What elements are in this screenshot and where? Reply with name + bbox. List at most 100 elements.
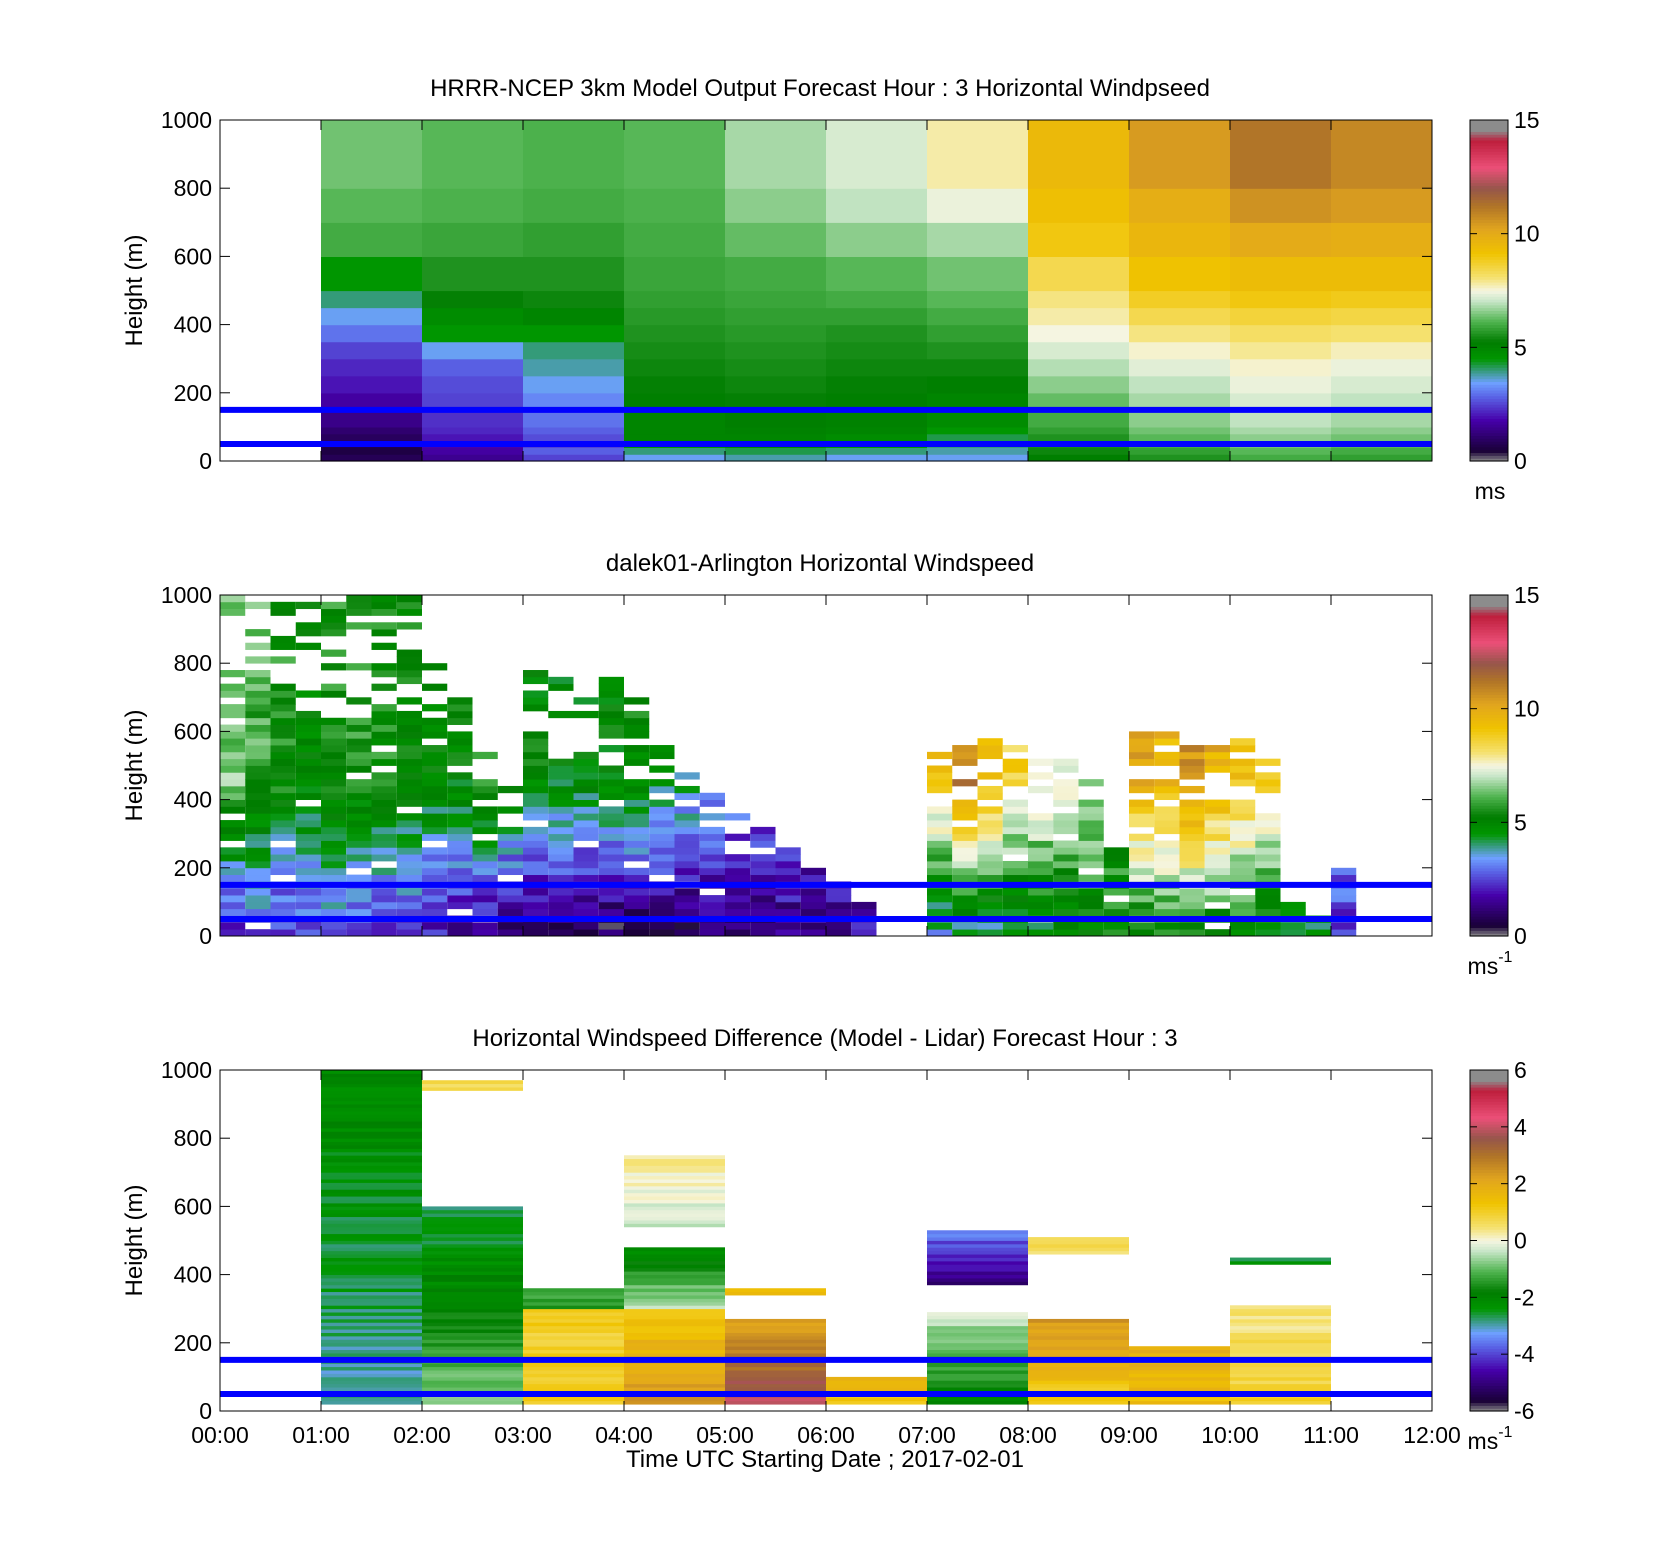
colorbar-tick-label: 5 bbox=[1514, 334, 1527, 360]
heatmap-cell bbox=[674, 874, 700, 882]
heatmap-cell bbox=[927, 929, 953, 937]
colorbar-swatch bbox=[1470, 1072, 1508, 1077]
colorbar-swatch bbox=[1470, 850, 1508, 855]
heatmap-cell bbox=[725, 222, 826, 257]
colorbar-swatch bbox=[1470, 825, 1508, 829]
heatmap-cell bbox=[851, 908, 877, 916]
colorbar-swatch bbox=[1470, 756, 1508, 761]
heatmap-cell bbox=[674, 908, 700, 916]
heatmap-cell bbox=[1103, 854, 1129, 862]
heatmap-cell bbox=[1230, 447, 1331, 455]
heatmap-cell bbox=[725, 929, 751, 937]
heatmap-cell bbox=[1129, 908, 1155, 916]
heatmap-cell bbox=[321, 1216, 422, 1221]
heatmap-cell bbox=[1204, 758, 1230, 766]
heatmap-cell bbox=[422, 290, 523, 309]
heatmap-cell bbox=[396, 751, 422, 760]
heatmap-cell bbox=[977, 847, 1003, 855]
heatmap-cell bbox=[321, 1121, 422, 1125]
colorbar-swatch bbox=[1470, 270, 1508, 275]
heatmap-cell bbox=[245, 799, 271, 807]
colorbar-swatch bbox=[1470, 247, 1508, 252]
heatmap-cell bbox=[1154, 895, 1180, 903]
heatmap-cell bbox=[952, 895, 978, 903]
heatmap-cell bbox=[1331, 426, 1432, 435]
heatmap-cell bbox=[1129, 799, 1155, 807]
heatmap-cell bbox=[422, 433, 523, 442]
heatmap-cell bbox=[422, 1308, 523, 1313]
heatmap-cell bbox=[624, 792, 650, 800]
heatmap-cell bbox=[624, 785, 650, 794]
heatmap-cell bbox=[725, 1339, 826, 1344]
heatmap-cell bbox=[1129, 324, 1230, 343]
heatmap-cell bbox=[750, 895, 776, 903]
colorbar-swatch bbox=[1470, 148, 1508, 152]
heatmap-cell bbox=[1230, 1376, 1331, 1381]
colorbar-swatch bbox=[1470, 1408, 1508, 1412]
heatmap-cell bbox=[624, 358, 725, 377]
heatmap-cell bbox=[548, 826, 574, 835]
heatmap-cell bbox=[1028, 1339, 1129, 1344]
heatmap-cell bbox=[1028, 426, 1129, 435]
heatmap-cell bbox=[371, 840, 397, 848]
heatmap-cell bbox=[624, 1274, 725, 1279]
heatmap-cell bbox=[977, 833, 1003, 841]
colorbar-swatch bbox=[1470, 668, 1508, 673]
colorbar-swatch bbox=[1470, 1098, 1508, 1102]
heatmap-cell bbox=[321, 290, 422, 309]
colorbar-swatch bbox=[1470, 799, 1508, 804]
heatmap-cell bbox=[1053, 874, 1079, 882]
heatmap-cell bbox=[270, 929, 296, 937]
heatmap-cell bbox=[1028, 120, 1129, 189]
heatmap-cell bbox=[927, 860, 953, 869]
heatmap-cell bbox=[1204, 806, 1230, 814]
colorbar-swatch bbox=[1470, 1243, 1508, 1247]
heatmap-cell bbox=[295, 840, 321, 848]
heatmap-cell bbox=[927, 1400, 1028, 1405]
y-tick-label: 1000 bbox=[161, 107, 212, 133]
heatmap-cell bbox=[396, 840, 422, 848]
heatmap-cell bbox=[927, 1383, 1028, 1388]
heatmap-cell bbox=[952, 758, 978, 766]
colorbar-swatch bbox=[1470, 1177, 1508, 1182]
colorbar-swatch bbox=[1470, 398, 1508, 402]
x-tick-label: 02:00 bbox=[393, 1422, 451, 1448]
heatmap-cell bbox=[1078, 908, 1104, 916]
colorbar-swatch bbox=[1470, 142, 1508, 147]
heatmap-cell bbox=[1230, 1366, 1331, 1371]
heatmap-cell bbox=[624, 874, 650, 882]
heatmap-cell bbox=[422, 1080, 523, 1085]
heatmap-cell bbox=[422, 1298, 523, 1303]
colorbar-swatch bbox=[1470, 671, 1508, 676]
heatmap-cell bbox=[1053, 820, 1079, 828]
heatmap-cell bbox=[1129, 860, 1155, 869]
heatmap-cell bbox=[321, 1213, 422, 1218]
heatmap-cell bbox=[826, 307, 927, 326]
colorbar-swatch bbox=[1470, 612, 1508, 616]
heatmap-cell bbox=[523, 1335, 624, 1340]
colorbar-swatch bbox=[1470, 779, 1508, 784]
heatmap-cell bbox=[927, 1329, 1028, 1333]
heatmap-cell bbox=[270, 813, 296, 821]
heatmap-cell bbox=[422, 1264, 523, 1269]
heatmap-cell bbox=[1154, 847, 1180, 855]
heatmap-cell bbox=[649, 765, 675, 773]
heatmap-cell bbox=[750, 833, 776, 841]
heatmap-cell bbox=[1129, 1353, 1230, 1357]
heatmap-cell bbox=[220, 826, 246, 835]
heatmap-cell bbox=[624, 1199, 725, 1204]
heatmap-cell bbox=[699, 929, 725, 937]
heatmap-cell bbox=[1154, 813, 1180, 821]
heatmap-cell bbox=[220, 724, 246, 732]
heatmap-cell bbox=[1129, 867, 1155, 876]
heatmap-cell bbox=[422, 375, 523, 394]
heatmap-cell bbox=[422, 1397, 523, 1402]
heatmap-cell bbox=[447, 792, 473, 800]
heatmap-cell bbox=[674, 820, 700, 828]
colorbar-swatch bbox=[1470, 1141, 1508, 1145]
heatmap-cell bbox=[624, 1353, 725, 1357]
colorbar-swatch bbox=[1470, 808, 1508, 812]
heatmap-cell bbox=[548, 765, 574, 773]
heatmap-cell bbox=[523, 1366, 624, 1371]
